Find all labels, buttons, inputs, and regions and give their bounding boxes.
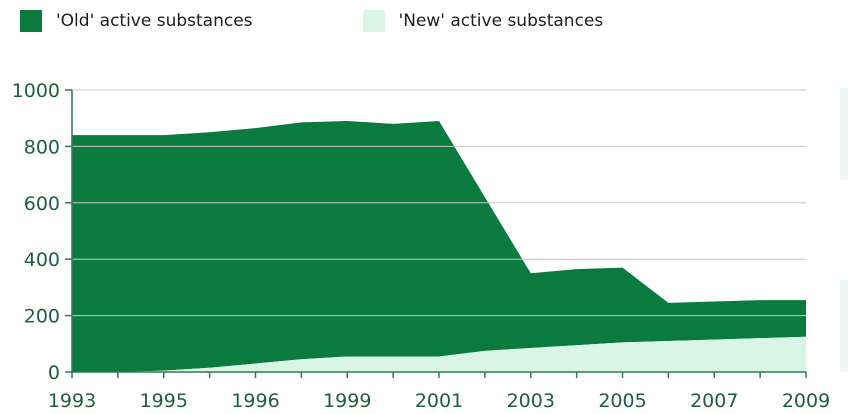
legend: 'Old' active substances 'New' active sub…	[20, 6, 713, 36]
x-tick-label: 2007	[690, 390, 738, 412]
right-edge-decoration	[840, 88, 848, 180]
y-tick-label: 0	[48, 362, 60, 384]
x-tick-label: 1995	[140, 390, 188, 412]
y-tick-label: 400	[24, 249, 60, 271]
legend-swatch-old	[20, 10, 42, 32]
x-tick-label: 1999	[323, 390, 371, 412]
x-tick-label: 2009	[782, 390, 830, 412]
series-area-old	[72, 121, 806, 373]
legend-label-old: 'Old' active substances	[56, 11, 253, 31]
y-tick-label: 800	[24, 136, 60, 158]
x-tick-label: 1993	[48, 390, 96, 412]
x-tick-label: 1996	[231, 390, 279, 412]
y-tick-label: 200	[24, 306, 60, 328]
legend-label-new: 'New' active substances	[398, 11, 604, 31]
legend-item-new: 'New' active substances	[362, 10, 604, 32]
x-tick-label: 2001	[415, 390, 463, 412]
right-edge-decoration	[840, 280, 848, 372]
y-tick-label: 600	[24, 193, 60, 215]
x-tick-label: 2005	[598, 390, 646, 412]
y-tick-label: 1000	[12, 80, 60, 102]
legend-swatch-new	[362, 10, 385, 32]
series-area-new	[72, 336, 806, 372]
legend-item-old: 'Old' active substances	[20, 10, 253, 32]
x-tick-label: 2003	[507, 390, 555, 412]
